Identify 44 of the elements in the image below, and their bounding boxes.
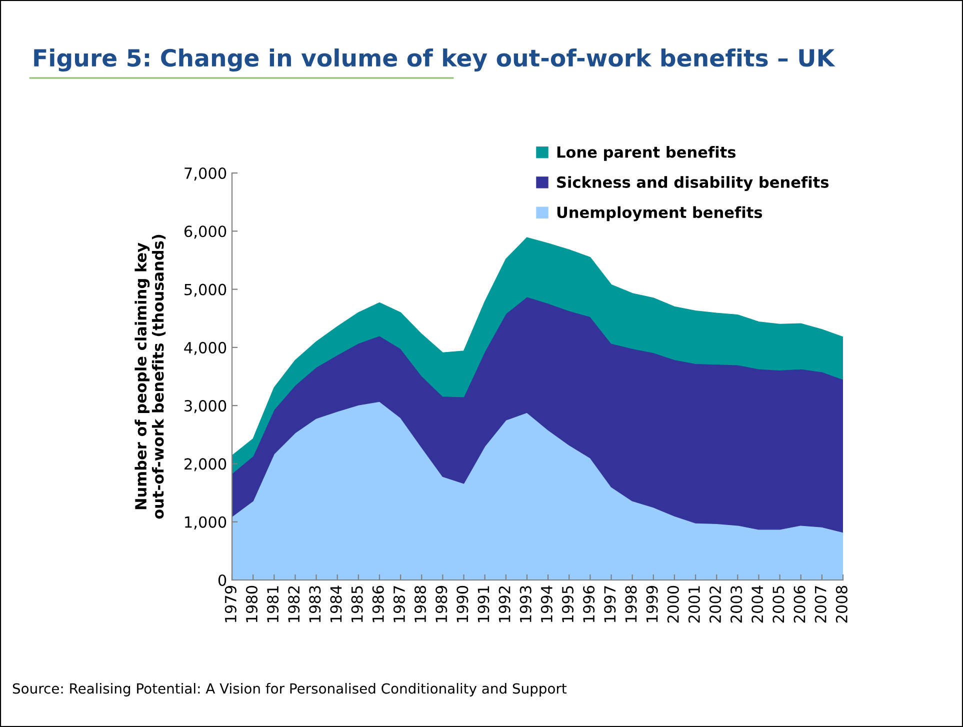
x-tick-label: 2007 bbox=[814, 586, 826, 623]
x-tick-label: 1980 bbox=[246, 586, 258, 622]
x-tick-label: 2005 bbox=[772, 586, 784, 623]
x-tick-label: 1998 bbox=[625, 586, 637, 622]
y-tick-label: 4,000 bbox=[184, 342, 226, 356]
chart-title: Figure 5: Change in volume of key out-of-work benefits – UK bbox=[34, 48, 836, 72]
x-tick-label: 1981 bbox=[267, 586, 279, 622]
y-tick-label: 7,000 bbox=[184, 167, 226, 181]
x-tick-label: 1996 bbox=[583, 586, 595, 622]
legend-label: Unemployment benefits bbox=[557, 206, 762, 222]
y-tick-label: 6,000 bbox=[184, 226, 226, 239]
x-tick-label: 2008 bbox=[836, 586, 848, 623]
x-tick-label: 2004 bbox=[752, 586, 764, 623]
x-tick-label: 1985 bbox=[351, 586, 363, 622]
y-tick-label: 1,000 bbox=[185, 516, 226, 530]
x-tick-label: 1987 bbox=[393, 586, 405, 622]
x-tick-label: 1982 bbox=[288, 586, 300, 622]
x-tick-label: 1999 bbox=[646, 586, 658, 622]
y-tick-label: 3,000 bbox=[184, 400, 226, 414]
x-tick-label: 2003 bbox=[730, 586, 742, 623]
legend-label: Lone parent benefits bbox=[557, 146, 736, 161]
x-tick-label: 1986 bbox=[372, 586, 384, 622]
x-tick-label: 1979 bbox=[224, 586, 236, 622]
legend-label: Sickness and disability benefits bbox=[557, 176, 829, 192]
x-tick-label: 1997 bbox=[604, 586, 616, 622]
y-tick-label: 0 bbox=[218, 574, 226, 586]
x-tick-label: 1994 bbox=[540, 586, 552, 622]
x-tick-label: 1992 bbox=[498, 586, 510, 622]
source-note: Source: Realising Potential: A Vision for Personalised Conditionality and Support bbox=[12, 683, 567, 696]
x-tick-label: 1990 bbox=[456, 586, 468, 622]
x-tick-label: 1991 bbox=[478, 586, 490, 622]
y-tick-label: 2,000 bbox=[184, 458, 226, 472]
x-tick-label: 2000 bbox=[667, 586, 679, 623]
x-tick-label: 2006 bbox=[794, 586, 806, 623]
x-tick-label: 1988 bbox=[414, 586, 426, 622]
x-tick-label: 2001 bbox=[688, 586, 700, 623]
x-tick-label: 1983 bbox=[309, 586, 321, 622]
x-tick-label: 1989 bbox=[436, 586, 448, 622]
x-tick-label: 1984 bbox=[330, 586, 342, 622]
y-tick-label: 5,000 bbox=[184, 284, 226, 297]
y-axis-title: Number of people claiming key out-of-work benefits (thousands) bbox=[134, 234, 166, 519]
x-tick-label: 1995 bbox=[562, 586, 574, 622]
x-tick-label: 1993 bbox=[520, 586, 532, 622]
x-tick-label: 2002 bbox=[709, 586, 722, 623]
